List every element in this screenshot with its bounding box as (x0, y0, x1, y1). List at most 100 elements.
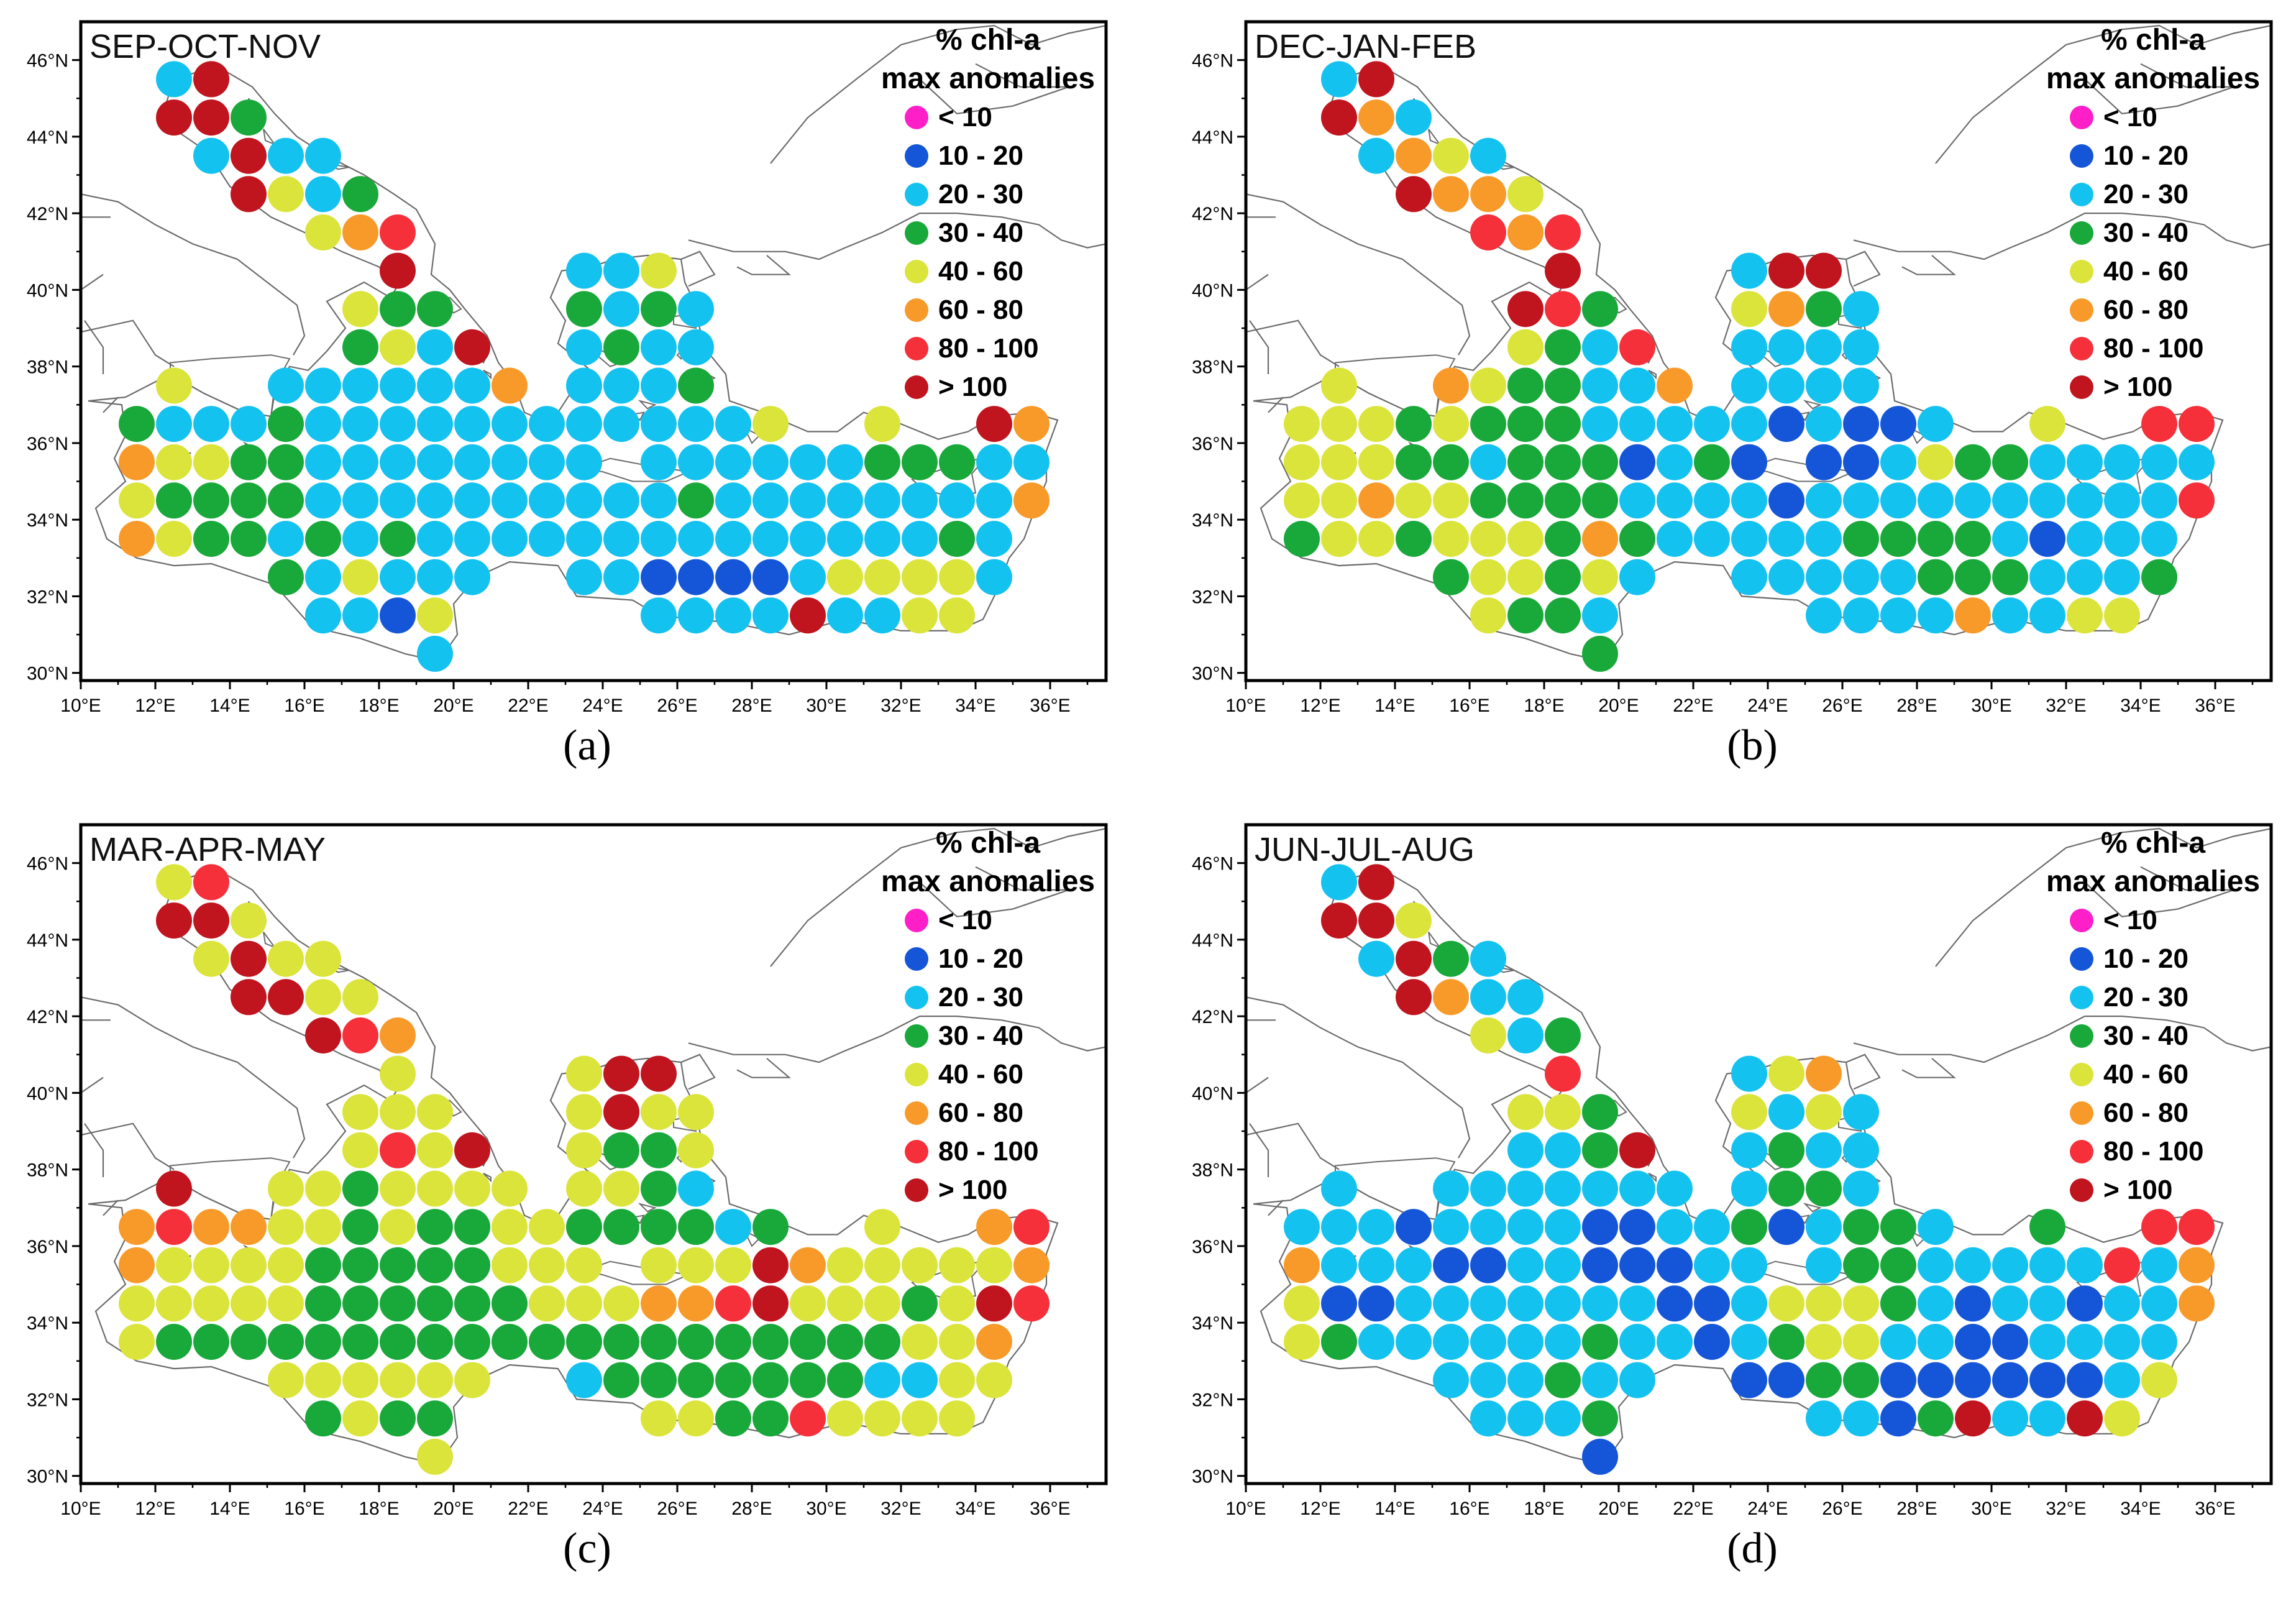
anomaly-dot (1507, 521, 1544, 557)
legend-label: 60 - 80 (938, 1098, 1023, 1128)
anomaly-dot (1619, 1362, 1655, 1398)
anomaly-dot (268, 1285, 304, 1322)
anomaly-dot (1843, 406, 1879, 443)
anomaly-dot (380, 1324, 416, 1360)
anomaly-dot (1284, 1247, 1320, 1283)
anomaly-dot (1992, 1324, 2028, 1360)
legend-swatch (2070, 106, 2093, 129)
anomaly-dot (902, 482, 938, 519)
anomaly-dot (156, 99, 192, 136)
anomaly-dot (1545, 521, 1581, 557)
lat-tick-label: 34°N (27, 510, 68, 531)
anomaly-dot (380, 291, 416, 328)
anomaly-dot (1992, 1285, 2028, 1322)
anomaly-dot (1918, 521, 1954, 557)
anomaly-dot (1731, 1362, 1767, 1398)
anomaly-dot (1582, 367, 1618, 404)
anomaly-dot (1545, 1400, 1581, 1437)
anomaly-dot (1694, 1247, 1730, 1283)
anomaly-dot (156, 367, 192, 404)
legend-label: 10 - 20 (2103, 140, 2189, 171)
anomaly-dot (380, 1362, 416, 1398)
anomaly-dot (1731, 1094, 1767, 1131)
anomaly-dot (1396, 1285, 1432, 1322)
anomaly-dot (1806, 329, 1842, 365)
anomaly-dot (827, 559, 863, 595)
anomaly-dot (156, 1170, 192, 1207)
anomaly-dot (1396, 902, 1432, 939)
anomaly-dot (1507, 597, 1544, 634)
anomaly-dot (1843, 291, 1879, 328)
anomaly-dot (454, 1170, 490, 1207)
anomaly-dot (2104, 1400, 2140, 1437)
anomaly-dot (1843, 1209, 1879, 1246)
anomaly-dot (1358, 99, 1394, 136)
map-panel-c: 30°N 32°N 34°N 36°N 38°N 40°N 42°N 44°N 46°N 10°E… (0, 803, 1150, 1606)
lat-tick-label: 42°N (1192, 1007, 1233, 1027)
anomaly-dot (1433, 1362, 1469, 1398)
anomaly-dot (1507, 1017, 1544, 1053)
anomaly-dot (417, 521, 453, 557)
anomaly-dot (2104, 521, 2140, 557)
anomaly-dot (2179, 1247, 2215, 1283)
anomaly-dot (1396, 940, 1432, 977)
anomaly-dot (678, 1324, 714, 1360)
anomaly-dot (752, 1362, 789, 1398)
anomaly-dot (1470, 1170, 1506, 1207)
anomaly-dot (902, 1362, 938, 1398)
anomaly-dot (1545, 252, 1581, 289)
anomaly-dot (529, 521, 565, 557)
lon-tick-label: 36°E (1030, 695, 1070, 716)
anomaly-dot (939, 559, 975, 595)
anomaly-dot (417, 444, 453, 480)
legend-label: > 100 (938, 1175, 1007, 1205)
anomaly-dot (1321, 444, 1357, 480)
anomaly-dot (641, 559, 677, 595)
anomaly-dot (529, 1285, 565, 1322)
anomaly-dot (715, 1362, 751, 1398)
anomaly-dot (342, 176, 378, 213)
anomaly-dot (566, 329, 602, 365)
anomaly-dot (417, 1324, 453, 1360)
anomaly-dot (715, 1209, 751, 1246)
lat-tick-label: 36°N (27, 434, 68, 454)
anomaly-dot (454, 1132, 490, 1168)
anomaly-dot (566, 1362, 602, 1398)
anomaly-dot (1358, 1247, 1394, 1283)
anomaly-dot (566, 521, 602, 557)
lon-tick-label: 16°E (284, 1498, 324, 1519)
anomaly-dot (976, 1209, 1012, 1246)
anomaly-dot (156, 444, 192, 480)
anomaly-dot (454, 559, 490, 595)
anomaly-dot (2179, 482, 2215, 519)
legend-swatch (2070, 986, 2093, 1009)
anomaly-dot (2067, 482, 2103, 519)
legend-swatch (2070, 1101, 2093, 1125)
legend-swatch (905, 144, 928, 168)
anomaly-dot (790, 1362, 826, 1398)
anomaly-dot (1433, 176, 1469, 213)
lat-tick-label: 44°N (1192, 127, 1233, 148)
lon-tick-label: 20°E (1598, 1498, 1639, 1519)
lon-tick-label: 36°E (2195, 695, 2235, 716)
anomaly-dot (231, 1324, 267, 1360)
anomaly-dot (342, 1094, 378, 1131)
anomaly-dot (2067, 1285, 2103, 1322)
anomaly-dot (1470, 1362, 1506, 1398)
anomaly-dot (1768, 367, 1804, 404)
map-panel-a: 30°N 32°N 34°N 36°N 38°N 40°N 42°N 44°N 46°N 10°E… (0, 0, 1150, 803)
anomaly-dot (641, 329, 677, 365)
anomaly-dot (976, 559, 1012, 595)
anomaly-dot (1358, 444, 1394, 480)
anomaly-dot (342, 559, 378, 595)
anomaly-dot (678, 406, 714, 443)
legend-label: > 100 (2103, 372, 2172, 402)
legend-swatch (905, 947, 928, 971)
anomaly-dot (342, 1362, 378, 1398)
anomaly-dot (1545, 1017, 1581, 1053)
anomaly-dot (827, 521, 863, 557)
anomaly-dot (1955, 1362, 1991, 1398)
lon-tick-label: 10°E (60, 1498, 101, 1519)
anomaly-dot (1843, 482, 1879, 519)
anomaly-dot (1470, 444, 1506, 480)
